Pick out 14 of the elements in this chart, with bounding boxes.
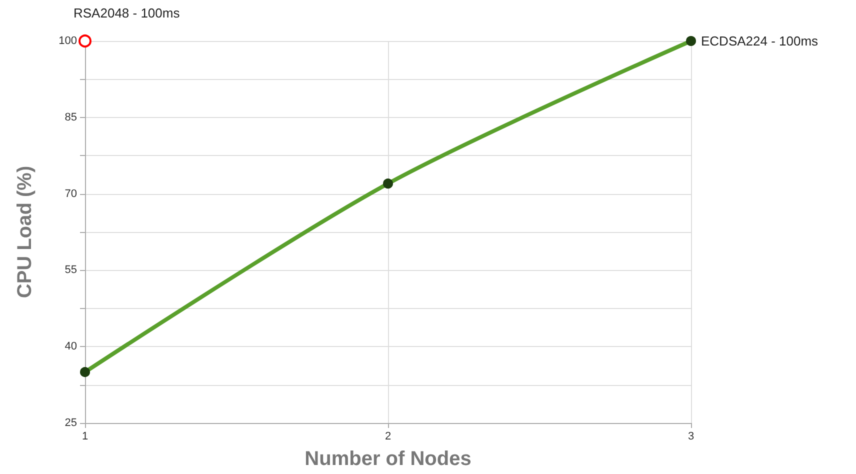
point <box>78 34 92 48</box>
x-axis-title: Number of Nodes <box>304 448 472 470</box>
y-tick-label: 40 <box>64 340 77 353</box>
y-tick-label: 55 <box>64 264 77 276</box>
y-tick-label: 70 <box>64 188 77 200</box>
x-tick-label: 2 <box>384 430 392 442</box>
x-tick-label: 3 <box>688 430 694 442</box>
y-axis-title: CPU Load (%) <box>14 166 36 298</box>
y-tick-label: 85 <box>64 111 77 124</box>
x-tick-label: 1 <box>82 430 88 442</box>
series-label: ECDSA224 - 100ms <box>701 34 819 48</box>
y-tick-label: 100 <box>58 35 77 47</box>
series-label: RSA2048 - 100ms <box>74 6 180 20</box>
y-tick-label: 25 <box>64 417 77 429</box>
